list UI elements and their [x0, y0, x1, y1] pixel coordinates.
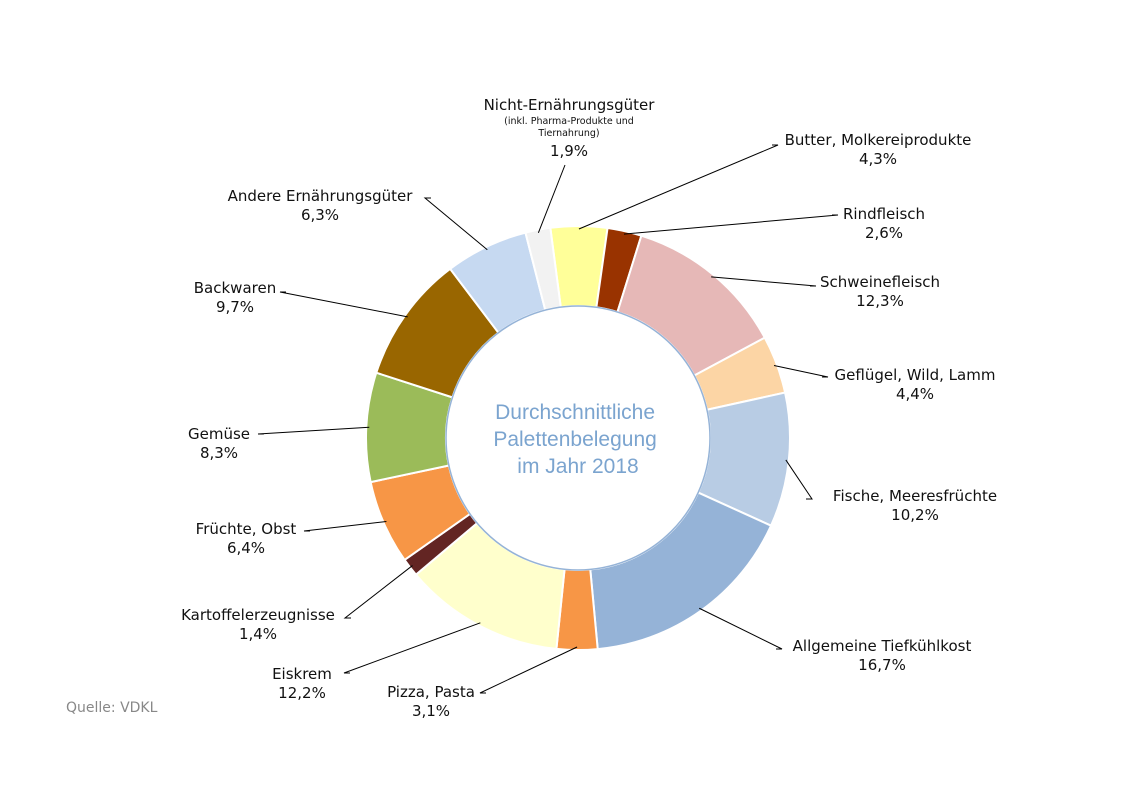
slice-value: 1,9% — [550, 142, 588, 160]
slice-label-gefluegel-wild-lamm: Geflügel, Wild, Lamm 4,4% — [835, 366, 996, 403]
slice-label-schweinefleisch: Schweinefleisch 12,3% — [820, 273, 940, 310]
leader-line-nicht-ernaehrungsgueter — [537, 164, 566, 233]
center-line-3: im Jahr 2018 — [517, 455, 638, 478]
slice-value: 12,2% — [278, 684, 326, 702]
slice-allgemeine-tiefkuehlkost — [589, 491, 773, 651]
slice-name: Backwaren — [194, 279, 276, 297]
slice-name: Fische, Meeresfrüchte — [833, 487, 997, 505]
slice-sublabel: (inkl. Pharma-Produkte und — [504, 116, 634, 127]
slice-name: Pizza, Pasta — [387, 683, 475, 701]
slice-value: 6,3% — [301, 206, 339, 224]
leader-line-backwaren — [279, 291, 408, 318]
slice-value: 9,7% — [216, 298, 254, 316]
slice-label-fruechte-obst: Früchte, Obst 6,4% — [196, 520, 297, 557]
slice-name: Schweinefleisch — [820, 273, 940, 291]
slice-label-fische-meeresfruechte: Fische, Meeresfrüchte 10,2% — [833, 487, 997, 524]
slice-value: 10,2% — [891, 506, 939, 524]
leader-line-fische-meeresfruechte — [785, 459, 813, 500]
leader-line-gefluegel-wild-lamm — [773, 364, 829, 378]
slice-value: 6,4% — [227, 539, 265, 557]
slice-value: 3,1% — [412, 702, 450, 720]
inner-ring-border — [445, 305, 711, 571]
leader-line-eiskrem — [343, 622, 481, 674]
slice-value: 16,7% — [858, 656, 906, 674]
leader-line-fruechte-obst — [303, 521, 387, 532]
slice-label-eiskrem: Eiskrem 12,2% — [272, 665, 332, 702]
slice-label-backwaren: Backwaren 9,7% — [194, 279, 276, 316]
labels-group: Butter, Molkereiprodukte 4,3% Rindfleisch 2… — [181, 96, 997, 720]
center-text: Durchschnittliche Palettenbelegung im Ja… — [493, 401, 662, 478]
slice-label-pizza-pasta: Pizza, Pasta 3,1% — [387, 683, 475, 720]
leader-line-allgemeine-tiefkuehlkost — [699, 607, 783, 650]
slice-label-gemuese: Gemüse 8,3% — [188, 425, 250, 462]
slice-label-rindfleisch: Rindfleisch 2,6% — [843, 205, 925, 242]
leader-line-schweinefleisch — [711, 276, 817, 287]
slice-label-nicht-ernaehrungsgueter: Nicht-Ernährungsgüter (inkl. Pharma-Produ… — [484, 96, 656, 160]
slice-label-kartoffelerzeugnisse: Kartoffelerzeugnisse 1,4% — [181, 606, 335, 643]
leader-line-butter-molkereiprodukte — [578, 144, 779, 230]
slice-value: 4,4% — [896, 385, 934, 403]
slice-name: Kartoffelerzeugnisse — [181, 606, 335, 624]
slice-label-butter-molkereiprodukte: Butter, Molkereiprodukte 4,3% — [785, 131, 972, 168]
leader-line-andere-ernaehrungsgueter — [423, 197, 488, 251]
slice-value: 8,3% — [200, 444, 238, 462]
leader-line-pizza-pasta — [479, 646, 578, 694]
slice-name: Andere Ernährungsgüter — [228, 187, 414, 205]
center-line-1: Durchschnittliche — [495, 401, 655, 424]
slice-value: 2,6% — [865, 224, 903, 242]
slice-name: Geflügel, Wild, Lamm — [835, 366, 996, 384]
leader-lines-group — [257, 144, 839, 694]
slice-value: 1,4% — [239, 625, 277, 643]
slice-name: Rindfleisch — [843, 205, 925, 223]
leader-line-gemuese — [257, 426, 370, 435]
leader-line-kartoffelerzeugnisse — [343, 565, 413, 619]
slice-label-andere-ernaehrungsgueter: Andere Ernährungsgüter 6,3% — [228, 187, 414, 224]
slice-sublabel: Tiernahrung) — [537, 128, 599, 139]
slice-name: Allgemeine Tiefkühlkost — [793, 637, 972, 655]
leader-line-rindfleisch — [623, 214, 839, 235]
slice-name: Gemüse — [188, 425, 250, 443]
slice-label-allgemeine-tiefkuehlkost: Allgemeine Tiefkühlkost 16,7% — [793, 637, 972, 674]
slice-name: Nicht-Ernährungsgüter — [484, 96, 656, 114]
slice-name: Eiskrem — [272, 665, 332, 683]
center-line-2: Palettenbelegung — [493, 428, 656, 451]
source-note: Quelle: VDKL — [66, 700, 158, 716]
slice-value: 12,3% — [856, 292, 904, 310]
slice-value: 4,3% — [859, 150, 897, 168]
slice-name: Früchte, Obst — [196, 520, 297, 538]
slice-name: Butter, Molkereiprodukte — [785, 131, 972, 149]
